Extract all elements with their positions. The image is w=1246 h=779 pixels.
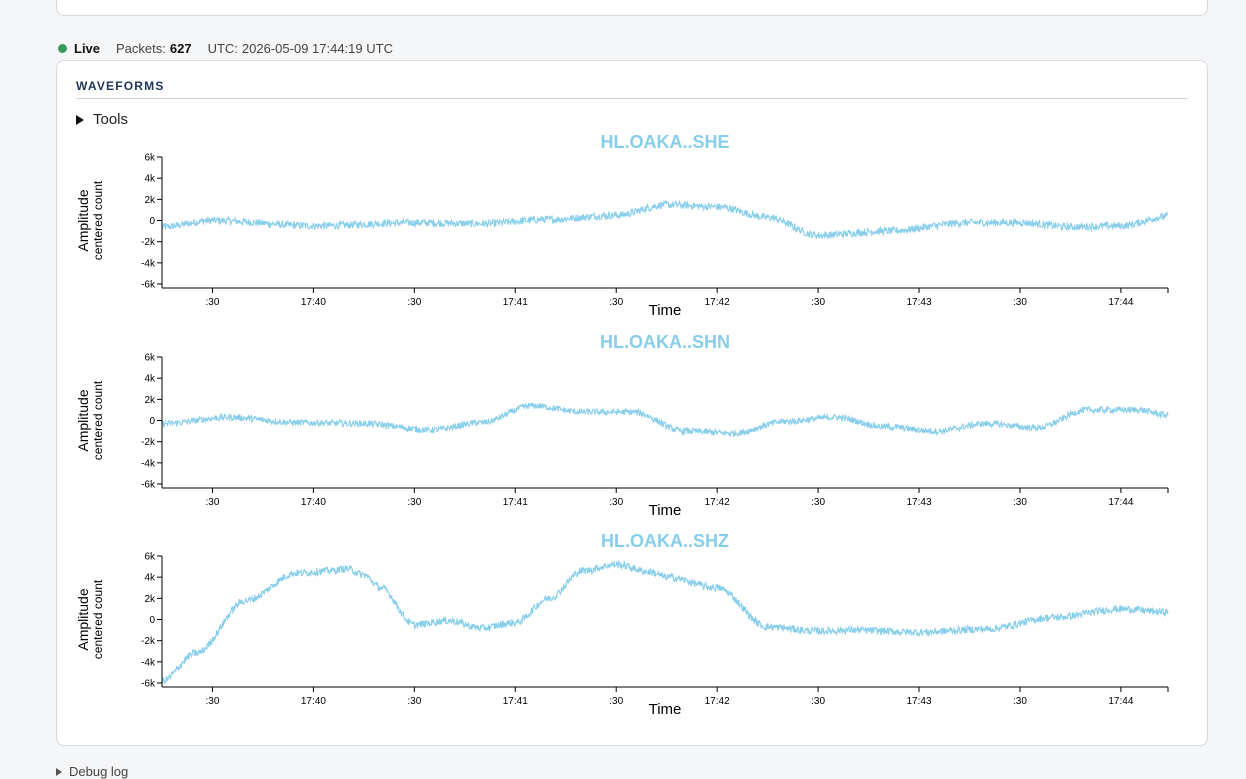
packets-count: 627: [169, 40, 192, 56]
y-tick-label: 4k: [144, 374, 156, 385]
y-tick-label: -2k: [141, 636, 156, 647]
card-title: WAVEFORMS: [76, 79, 165, 93]
x-tick-label: :30: [206, 297, 220, 308]
x-tick-label: :30: [609, 497, 623, 508]
y-tick-label: -6k: [141, 480, 156, 491]
x-tick-label: 17:40: [301, 497, 326, 508]
x-tick-label: 17:41: [503, 696, 528, 707]
x-tick-label: :30: [1013, 497, 1027, 508]
y-tick-label: 0: [149, 416, 155, 427]
chart-title: HL.OAKA..SHZ: [601, 531, 729, 551]
x-tick-label: 17:42: [705, 696, 730, 707]
x-tick-label: :30: [407, 497, 421, 508]
x-tick-label: 17:40: [301, 696, 326, 707]
utc-label: UTC:: [207, 40, 238, 56]
live-label: Live: [74, 40, 101, 56]
y-axis-sublabel: centered count: [91, 180, 105, 260]
y-axis-label: Amplitude: [75, 189, 91, 251]
x-tick-label: :30: [811, 297, 825, 308]
y-tick-label: 4k: [144, 174, 156, 185]
disclosure-triangle-icon: [56, 767, 62, 776]
x-tick-label: 17:43: [907, 297, 932, 308]
y-tick-label: 0: [149, 216, 155, 227]
x-tick-label: 17:44: [1108, 297, 1133, 308]
y-tick-label: -4k: [141, 458, 156, 469]
y-tick-label: -2k: [141, 237, 156, 248]
chart-title: HL.OAKA..SHN: [600, 332, 730, 352]
x-tick-label: :30: [811, 696, 825, 707]
y-tick-label: 6k: [144, 153, 156, 164]
x-tick-label: :30: [1013, 696, 1027, 707]
y-tick-label: 6k: [144, 353, 156, 364]
x-tick-label: :30: [609, 297, 623, 308]
y-tick-label: 2k: [144, 594, 156, 605]
debug-log-toggle[interactable]: Debug log: [56, 764, 128, 779]
x-axis-label: Time: [649, 302, 682, 319]
y-axis-label: Amplitude: [75, 588, 91, 650]
tools-toggle[interactable]: Tools: [76, 111, 128, 128]
x-axis-label: Time: [649, 502, 682, 519]
tools-label: Tools: [93, 111, 129, 128]
y-tick-label: -6k: [141, 679, 156, 690]
x-tick-label: 17:42: [705, 297, 730, 308]
y-tick-label: -6k: [141, 280, 156, 291]
x-axis-label: Time: [649, 701, 682, 718]
y-tick-label: 2k: [144, 395, 156, 406]
y-axis-sublabel: centered count: [91, 380, 105, 460]
x-tick-label: 17:41: [503, 297, 528, 308]
x-tick-label: :30: [206, 497, 220, 508]
y-tick-label: 2k: [144, 195, 156, 206]
x-tick-label: :30: [407, 696, 421, 707]
x-tick-label: 17:42: [705, 497, 730, 508]
waveform-trace: [161, 402, 1169, 438]
waveform-panel-2: HL.OAKA..SHZ 6k 4k 2k 0 -2k -4k -6k :30 17:40 :30 1…: [75, 531, 1169, 718]
x-tick-label: 17:44: [1108, 497, 1133, 508]
card-divider: [76, 98, 1188, 99]
waveform-panel-0: HL.OAKA..SHE 6k 4k 2k 0 -2k -4k -6k :30 17:40 :30 1…: [75, 132, 1169, 319]
x-tick-label: 17:41: [503, 497, 528, 508]
y-tick-label: -2k: [141, 437, 156, 448]
x-tick-label: :30: [1013, 297, 1027, 308]
chart-title: HL.OAKA..SHE: [600, 132, 729, 152]
live-status-dot-icon: [58, 43, 67, 53]
x-tick-label: 17:43: [907, 696, 932, 707]
x-tick-label: :30: [811, 497, 825, 508]
packets-label: Packets:: [116, 40, 166, 56]
x-tick-label: :30: [206, 696, 220, 707]
waveform-panel-1: HL.OAKA..SHN 6k 4k 2k 0 -2k -4k -6k :30 17:40 :30 1…: [75, 332, 1169, 519]
x-tick-label: :30: [609, 696, 623, 707]
waveforms-card: WAVEFORMS Tools HL.OAKA..SHE 6k 4k 2k 0 -2k -4…: [56, 60, 1208, 746]
x-tick-label: 17:43: [907, 497, 932, 508]
waveform-trace: [161, 559, 1169, 684]
y-axis-sublabel: centered count: [91, 579, 105, 659]
utc-timestamp: 2026-05-09 17:44:19 UTC: [241, 40, 393, 56]
y-tick-label: -4k: [141, 657, 156, 668]
y-tick-label: -4k: [141, 258, 156, 269]
y-axis-label: Amplitude: [75, 389, 91, 451]
waveform-charts: HL.OAKA..SHE 6k 4k 2k 0 -2k -4k -6k :30 17:40 :30 1…: [75, 132, 1169, 718]
waveform-trace: [161, 199, 1169, 240]
status-bar: Live Packets: 627 UTC: 2026-05-09 17:44:…: [58, 39, 393, 57]
y-tick-label: 4k: [144, 573, 156, 584]
x-tick-label: 17:40: [301, 297, 326, 308]
previous-card: [56, 0, 1208, 16]
x-tick-label: 17:44: [1108, 696, 1133, 707]
debug-log-label: Debug log: [69, 764, 129, 779]
x-tick-label: :30: [407, 297, 421, 308]
y-tick-label: 0: [149, 615, 155, 626]
disclosure-triangle-icon: [76, 114, 84, 125]
y-tick-label: 6k: [144, 552, 156, 563]
